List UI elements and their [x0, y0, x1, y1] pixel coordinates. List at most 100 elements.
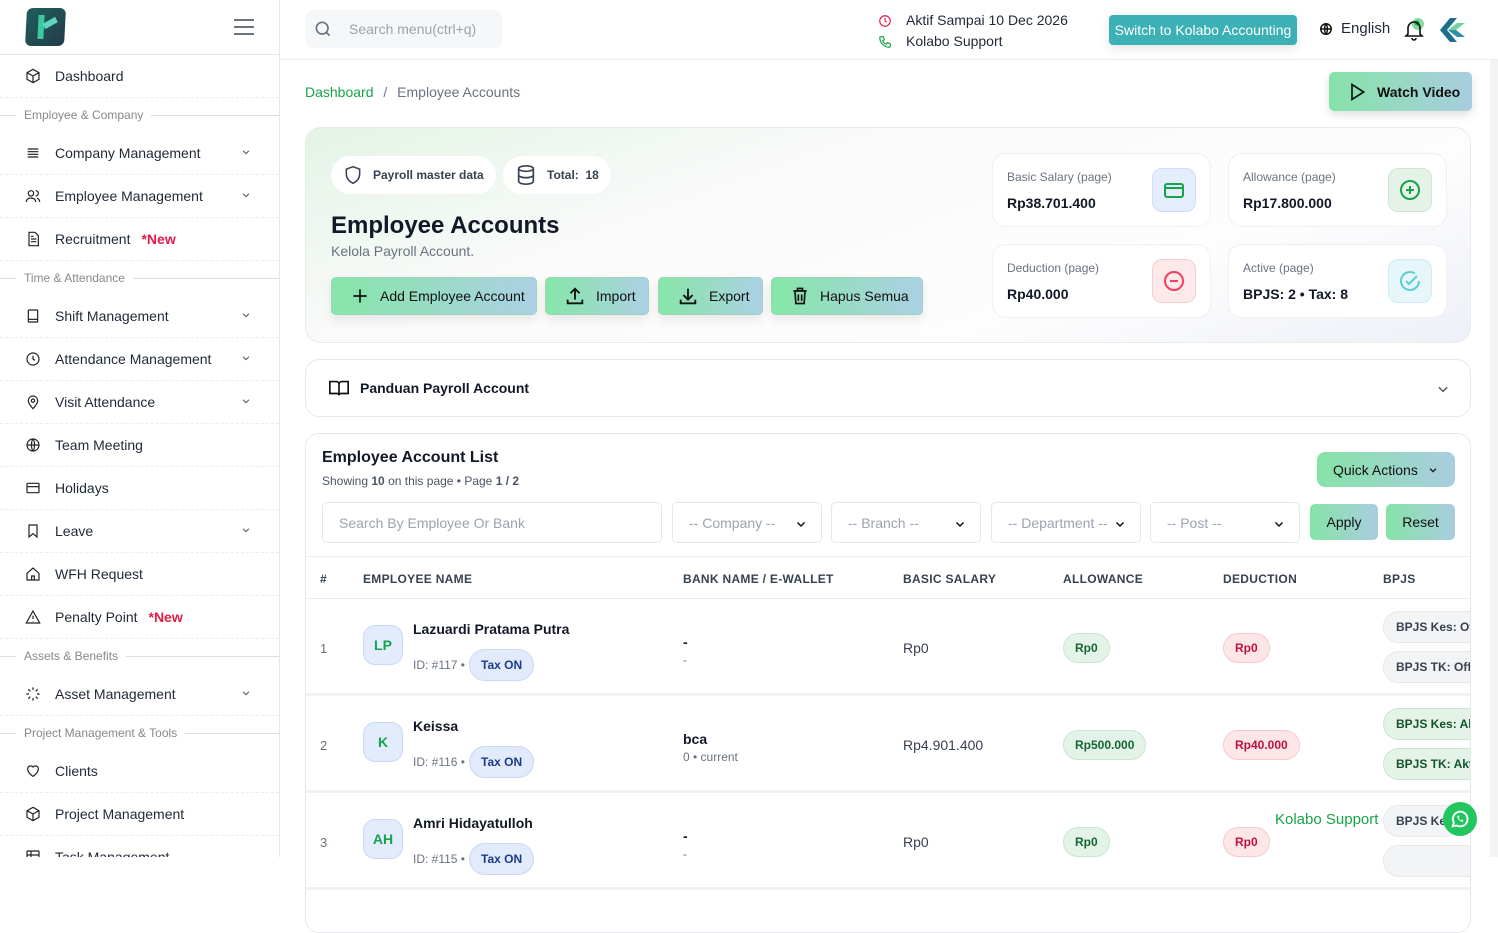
stat-active: Active (page) BPJS: 2 • Tax: 8: [1228, 244, 1447, 318]
subscription-info: Aktif Sampai 10 Dec 2026 Kolabo Support: [878, 10, 1068, 52]
whatsapp-icon[interactable]: [1443, 802, 1477, 836]
payroll-guide-accordion[interactable]: Panduan Payroll Account: [305, 359, 1471, 417]
table-row[interactable]: 2 K Keissa ID: #116 • Tax ON bca 0 • current Rp…: [306, 696, 1470, 793]
sidebar-item-shift-management[interactable]: Shift Management: [0, 295, 279, 338]
sidebar-item-asset-management[interactable]: Asset Management: [0, 673, 279, 716]
column-header[interactable]: ALLOWANCE: [1063, 572, 1144, 586]
chevron-down-icon: [242, 528, 250, 533]
language-selector[interactable]: English: [1319, 20, 1390, 37]
department-select[interactable]: -- Department --: [991, 502, 1141, 543]
column-header[interactable]: BPJS: [1383, 572, 1416, 586]
sidebar-item-attendance-management[interactable]: Attendance Management: [0, 338, 279, 381]
sidebar-item-label: Recruitment: [55, 231, 131, 247]
column-header[interactable]: BANK NAME / E-WALLET: [683, 572, 834, 586]
table-row[interactable]: 1 LP Lazuardi Pratama Putra ID: #117 • Tax O…: [306, 599, 1470, 696]
employee-account-list: Employee Account List Showing 10 on this…: [305, 433, 1471, 933]
bpjs-tk-badge: BPJS TK: Off: [1383, 651, 1470, 683]
sidebar-item-task-management[interactable]: Task Management: [0, 836, 279, 857]
hapus-semua-button[interactable]: Hapus Semua: [771, 277, 923, 315]
breadcrumb-dashboard[interactable]: Dashboard: [305, 84, 374, 100]
breadcrumb: Dashboard / Employee Accounts: [305, 84, 520, 100]
bpjs-kes-badge: BPJS Kes: Off: [1383, 611, 1470, 643]
watch-video-button[interactable]: Watch Video: [1329, 72, 1472, 111]
sidebar-item-label: Clients: [55, 763, 98, 779]
apply-button[interactable]: Apply: [1310, 504, 1378, 540]
column-header[interactable]: DEDUCTION: [1223, 572, 1298, 586]
plus-icon: [353, 289, 367, 303]
sidebar-item-employee-management[interactable]: Employee Management: [0, 175, 279, 218]
sidebar-item-team-meeting[interactable]: Team Meeting: [0, 424, 279, 467]
bank-name: -: [683, 634, 688, 650]
employee-name[interactable]: Amri Hidayatulloh: [413, 815, 533, 831]
export-button[interactable]: Export: [658, 277, 763, 315]
company-select[interactable]: -- Company --: [672, 502, 822, 543]
employee-name[interactable]: Keissa: [413, 718, 459, 734]
download-icon: [679, 288, 697, 305]
quick-actions-button[interactable]: Quick Actions: [1317, 452, 1455, 487]
list-icon: [27, 148, 39, 158]
kolabo-logo[interactable]: [25, 8, 66, 46]
column-header[interactable]: BASIC SALARY: [903, 572, 997, 586]
sidebar-item-recruitment[interactable]: Recruitment *New: [0, 218, 279, 261]
add-employee-account-button[interactable]: Add Employee Account: [331, 277, 537, 315]
post-select[interactable]: -- Post --: [1150, 502, 1300, 543]
clock-icon: [879, 14, 891, 27]
table-header: # EMPLOYEE NAME BANK NAME / E-WALLET BAS…: [306, 556, 1470, 599]
support-link[interactable]: Kolabo Support: [906, 33, 1003, 49]
allowance-badge: Rp500.000: [1063, 730, 1147, 760]
sidebar-item-clients[interactable]: Clients: [0, 750, 279, 793]
employee-id-line: ID: #115 • Tax ON: [413, 843, 535, 875]
document-icon: [28, 231, 39, 247]
sidebar-item-project-management[interactable]: Project Management: [0, 793, 279, 836]
trash-icon: [793, 287, 807, 305]
chevron-down-icon: [242, 193, 250, 198]
stat-label: Allowance (page): [1243, 170, 1336, 184]
switch-accounting-button[interactable]: Switch to Kolabo Accounting: [1109, 15, 1297, 45]
select-value: -- Post --: [1167, 514, 1222, 531]
sidebar-item-leave[interactable]: Leave: [0, 510, 279, 553]
support-widget-label[interactable]: Kolabo Support: [1273, 811, 1381, 828]
tax-badge: Tax ON: [469, 649, 535, 681]
topbar: Search menu(ctrl+q) Aktif Sampai 10 Dec …: [280, 0, 1498, 60]
chevron-down-icon: [955, 521, 965, 528]
branch-select[interactable]: -- Branch --: [831, 502, 981, 543]
showing-mid: on this page • Page: [388, 474, 493, 488]
sidebar-section-label: Employee & Company: [0, 98, 279, 132]
employee-avatar: AH: [363, 819, 403, 859]
column-header[interactable]: EMPLOYEE NAME: [363, 572, 473, 586]
menu-search-input[interactable]: Search menu(ctrl+q): [305, 10, 502, 48]
sidebar-item-company-management[interactable]: Company Management: [0, 132, 279, 175]
employee-bank-search-input[interactable]: Search By Employee Or Bank: [322, 502, 662, 543]
stat-label: Basic Salary (page): [1007, 170, 1112, 184]
new-badge: *New: [141, 231, 176, 247]
globe-icon: [1320, 22, 1332, 35]
notification-bell-icon[interactable]: [1403, 17, 1425, 41]
employee-name[interactable]: Lazuardi Pratama Putra: [413, 621, 570, 637]
showing-info: Showing 10 on this page • Page 1 / 2: [322, 474, 519, 488]
menu-toggle-icon[interactable]: [234, 19, 254, 35]
heart-icon: [27, 765, 39, 778]
sidebar-item-label: Penalty Point: [55, 609, 138, 625]
deduction-badge: Rp0: [1223, 827, 1270, 857]
chevron-down-icon: [242, 399, 250, 404]
user-avatar[interactable]: [1436, 14, 1468, 46]
page-scrollbar[interactable]: [1490, 60, 1498, 857]
bank-account: -: [683, 653, 687, 667]
sidebar-item-penalty-point[interactable]: Penalty Point *New: [0, 596, 279, 639]
bank-account: 0 • current: [683, 750, 738, 764]
sidebar-item-wfh-request[interactable]: WFH Request: [0, 553, 279, 596]
database-icon: [517, 165, 535, 185]
page-subtitle: Kelola Payroll Account.: [331, 243, 475, 259]
sidebar-item-dashboard[interactable]: Dashboard: [0, 55, 279, 98]
deduction-badge: Rp40.000: [1223, 730, 1300, 760]
stat-label: Deduction (page): [1007, 261, 1100, 275]
import-button[interactable]: Import: [545, 277, 649, 315]
sidebar-section-label: Project Management & Tools: [0, 716, 279, 750]
employee-id: ID: #116 •: [413, 755, 466, 769]
sidebar-item-visit-attendance[interactable]: Visit Attendance: [0, 381, 279, 424]
table-row[interactable]: 3 AH Amri Hidayatulloh ID: #115 • Tax ON - - Rp…: [306, 793, 1470, 890]
sidebar-item-holidays[interactable]: Holidays: [0, 467, 279, 510]
reset-button[interactable]: Reset: [1386, 504, 1455, 540]
sidebar-item-label: Project Management: [55, 806, 185, 822]
deduction-badge: Rp0: [1223, 633, 1270, 663]
